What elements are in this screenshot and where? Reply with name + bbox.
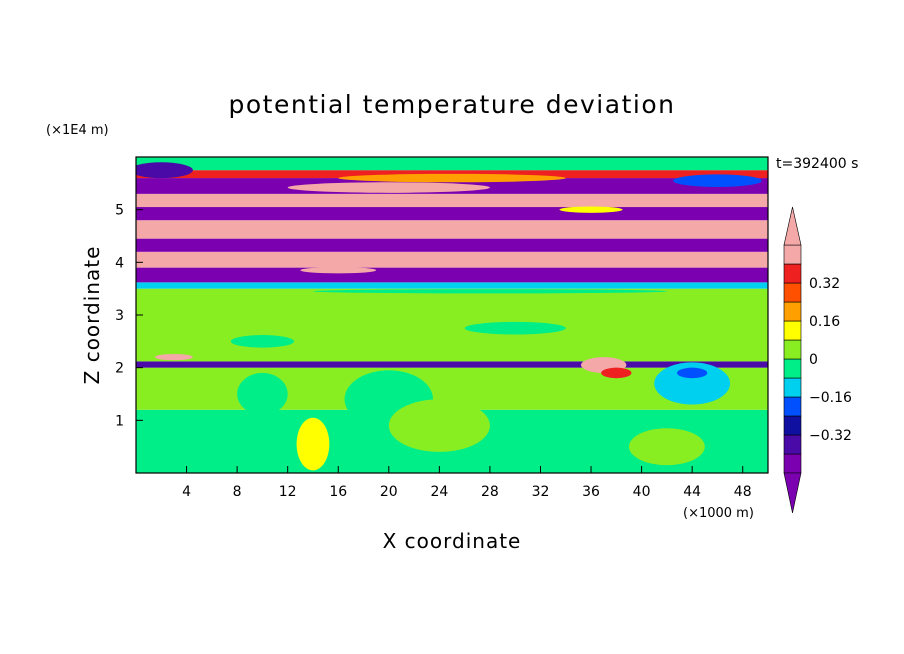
contour-patch-8 <box>237 372 288 416</box>
x-tick-label: 44 <box>683 484 701 500</box>
colorbar-tick-label: −0.32 <box>809 428 852 444</box>
contour-patch-14 <box>136 162 193 179</box>
time-label: t=392400 s <box>776 156 858 172</box>
x-axis-label: X coordinate <box>383 529 522 553</box>
y-unit-label: (×1E4 m) <box>46 123 109 138</box>
contour-band-5 <box>136 267 768 283</box>
colorbar-swatch-9 <box>783 282 802 303</box>
chart-title: potential temperature deviation <box>229 90 676 119</box>
colorbar-swatch-0 <box>783 453 802 474</box>
colorbar-swatch-11 <box>783 244 802 265</box>
contour-band-7 <box>136 238 768 252</box>
contour-patch-16 <box>312 289 667 294</box>
colorbar-swatch-1 <box>783 434 802 455</box>
colorbar-tick-label: 0.32 <box>809 276 840 292</box>
contour-patch-13 <box>287 182 490 193</box>
contour-patch-6 <box>676 367 708 379</box>
contour-patch-2 <box>154 353 193 361</box>
contour-patch-15 <box>673 174 762 188</box>
contour-band-2 <box>136 361 768 368</box>
colorbar-swatch-10 <box>783 263 802 284</box>
x-tick-label: 28 <box>481 484 499 500</box>
contour-patch-11 <box>628 428 705 466</box>
contour-patch-5 <box>654 362 731 405</box>
contour-patch-4 <box>601 367 632 379</box>
colorbar-swatch-6 <box>783 339 802 360</box>
colorbar-tick-label: 0 <box>809 352 818 368</box>
y-axis-label: Z coordinate <box>80 246 104 385</box>
colorbar-swatch-3 <box>783 396 802 417</box>
contour-patch-18 <box>559 206 623 213</box>
y-tick-label: 4 <box>115 255 124 271</box>
y-axis-ticks: 1 2 3 4 5 <box>115 203 143 429</box>
colorbar-swatch-5 <box>783 358 802 379</box>
y-tick-label: 2 <box>115 361 124 377</box>
colorbar-swatch-4 <box>783 377 802 398</box>
x-tick-label: 16 <box>329 484 347 500</box>
colorbar-arrow-top <box>783 206 802 246</box>
x-tick-label: 32 <box>532 484 550 500</box>
colorbar-tick-label: 0.16 <box>809 314 840 330</box>
x-tick-label: 4 <box>182 484 191 500</box>
y-tick-label: 1 <box>115 413 124 429</box>
x-unit-label: (×1000 m) <box>683 506 754 521</box>
contour-band-9 <box>136 207 768 221</box>
plot-area <box>136 157 768 473</box>
colorbar-swatch-7 <box>783 320 802 341</box>
x-tick-label: 20 <box>380 484 398 500</box>
contour-band-8 <box>136 220 768 239</box>
x-tick-label: 36 <box>582 484 600 500</box>
x-tick-label: 8 <box>233 484 242 500</box>
contour-band-3 <box>136 288 768 362</box>
contour-band-10 <box>136 193 768 208</box>
contour-band-13 <box>136 157 768 171</box>
contour-patch-0 <box>230 335 294 348</box>
colorbar-tick-label: −0.16 <box>809 390 852 406</box>
x-tick-label: 24 <box>430 484 448 500</box>
colorbar: 0.32 0.16 0 −0.16 −0.32 <box>783 206 852 514</box>
contour-patch-7 <box>296 417 330 471</box>
x-tick-label: 48 <box>734 484 752 500</box>
contour-patch-12 <box>338 173 566 183</box>
contour-band-4 <box>136 282 768 289</box>
colorbar-arrow-bottom <box>783 472 802 514</box>
y-tick-label: 5 <box>115 203 124 219</box>
contour-patch-17 <box>300 267 377 274</box>
contour-band-6 <box>136 251 768 268</box>
x-tick-label: 40 <box>633 484 651 500</box>
y-tick-label: 3 <box>115 308 124 324</box>
colorbar-swatch-8 <box>783 301 802 322</box>
x-axis-ticks: 4 8 12 16 20 24 28 32 36 40 44 48 <box>182 466 752 500</box>
x-tick-label: 12 <box>279 484 297 500</box>
contour-patch-10 <box>388 399 490 452</box>
contour-patch-1 <box>464 321 566 335</box>
colorbar-swatch-2 <box>783 415 802 436</box>
